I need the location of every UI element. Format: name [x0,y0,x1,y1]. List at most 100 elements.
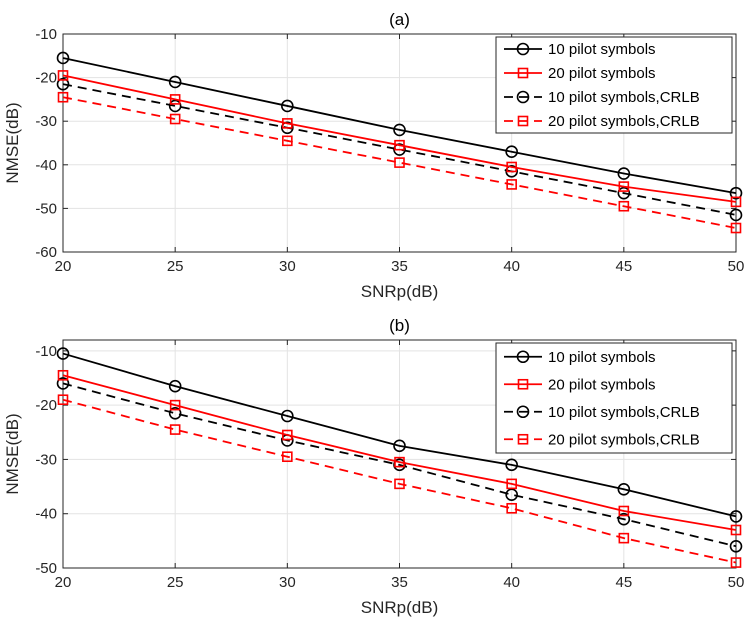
legend-swatch-marker [516,405,530,419]
y-axis-label: NMSE(dB) [3,413,22,494]
legend-label: 20 pilot symbols,CRLB [548,113,700,130]
y-tick-label: -60 [35,244,57,261]
data-point [730,196,742,208]
x-tick-label: 35 [391,574,408,591]
data-point [56,347,70,360]
x-tick-label: 45 [615,574,632,591]
series-2 [57,369,742,536]
data-point [729,510,743,523]
data-point [281,99,294,113]
data-point [281,121,294,135]
legend-label: 20 pilot symbols,CRLB [548,431,700,448]
x-tick-label: 20 [55,258,72,275]
x-tick-label: 25 [167,574,184,591]
data-point [505,488,518,502]
data-point [506,478,517,490]
data-point [506,502,517,514]
data-point [394,157,405,168]
series-line [62,352,737,518]
data-point [57,70,69,81]
data-point [729,539,743,553]
data-point [730,557,742,568]
x-tick-label: 35 [391,258,408,275]
x-tick-label: 30 [279,258,296,275]
data-point [393,458,406,472]
axes-box [62,33,737,253]
series-3 [56,377,743,553]
data-point [169,399,181,411]
data-point [730,524,742,536]
legend-label: 10 pilot symbols [548,349,656,366]
data-point [617,512,631,526]
data-point [56,51,70,65]
data-point [617,167,631,180]
x-tick-label: 30 [279,574,296,591]
legend-label: 10 pilot symbols [548,41,656,58]
data-point [57,91,69,103]
y-tick-label: -50 [35,200,57,217]
series-line [62,74,737,203]
series-4 [57,394,742,568]
legend-label: 20 pilot symbols [548,376,656,393]
data-point [168,379,182,393]
y-tick-label: -40 [35,506,57,523]
series-1 [56,347,743,523]
legend-swatch-marker [517,115,529,127]
y-tick-label: -40 [35,157,57,174]
chart-title: (b) [389,316,410,335]
data-point [506,161,517,173]
x-axis-label: SNRp(dB) [361,598,438,617]
data-point [394,478,405,490]
data-point [56,377,70,390]
data-point [282,118,293,129]
data-point [168,75,182,89]
data-point [730,222,742,234]
chart-panel-1: 20 25 30 35 40 45 50 -10 -20 -30 -40 -50 -60 (a) SNRp(… [3,10,744,301]
y-tick-label: -10 [35,26,57,43]
legend-swatch-marker [516,42,530,56]
series-3 [56,77,743,222]
legend: 10 pilot symbols 20 pilot symbols 10 pilot… [495,36,733,134]
series-line [62,382,737,548]
x-tick-label: 20 [55,574,72,591]
data-point [506,179,517,190]
data-point [281,409,294,423]
data-point [505,145,518,159]
data-point [617,482,631,496]
series-line [62,57,737,195]
y-tick-label: -20 [35,397,57,414]
data-point [168,406,182,420]
x-tick-label: 50 [728,574,745,591]
chart-panel-2: 20 25 30 35 40 45 50 -10 -20 -30 -40 -50 (b) SNRp(dB)… [3,316,744,617]
data-point [729,186,743,200]
data-point [729,208,743,222]
y-axis-label: NMSE(dB) [3,102,22,183]
data-point [618,532,630,544]
axes-box [62,339,737,569]
y-tick-label: -20 [35,70,57,87]
y-tick-label: -50 [35,560,57,577]
legend-swatch-marker [516,90,530,104]
series-2 [57,70,742,208]
legend-label: 10 pilot symbols,CRLB [548,404,700,421]
x-axis-label: SNRp(dB) [361,282,438,301]
data-point [169,113,181,125]
data-point [393,439,406,453]
data-point [282,135,293,147]
data-point [57,369,69,381]
x-tick-label: 40 [503,574,520,591]
legend-swatch-marker [517,378,529,390]
series-line [62,96,737,229]
legend-swatch-marker [517,67,529,79]
data-point [617,186,631,200]
legend: 10 pilot symbols 20 pilot symbols 10 pilot… [495,342,733,454]
legend-label: 20 pilot symbols [548,65,656,82]
data-point [618,200,630,212]
data-point [394,139,405,151]
data-point [618,505,630,517]
legend-swatch-marker [517,433,529,445]
legend-swatch-marker [516,350,530,364]
data-point [393,143,406,156]
x-tick-label: 50 [728,258,745,275]
